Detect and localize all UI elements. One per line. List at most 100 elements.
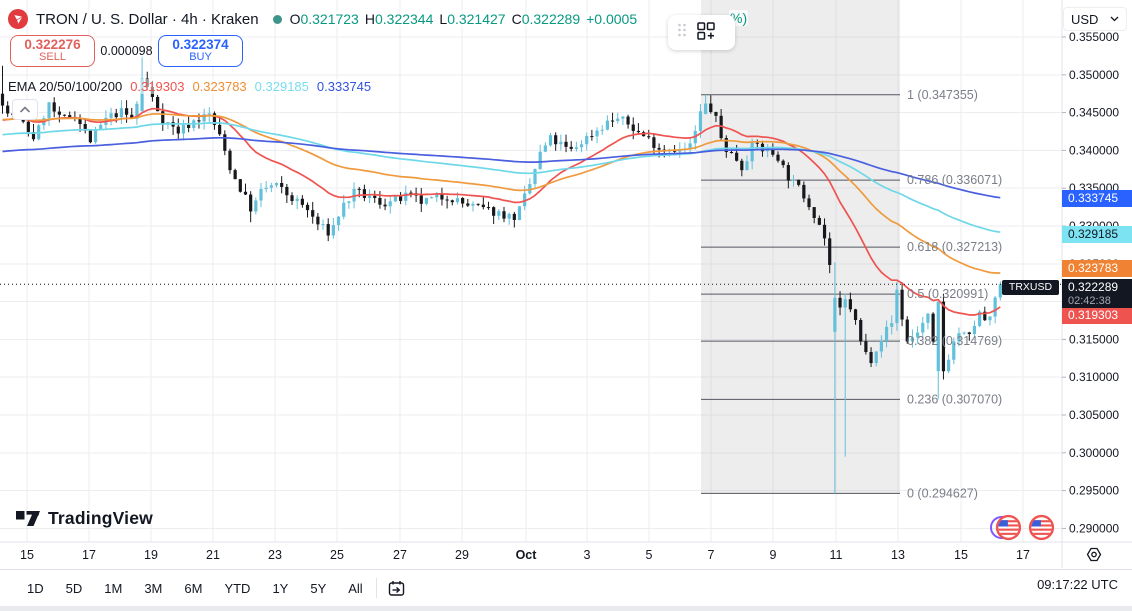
chart-canvas[interactable]: 1 (0.347355) 0.786 (0.336071) 0.618 (0.327… (0, 0, 1132, 568)
date-axis-label[interactable]: Oct (516, 548, 538, 562)
low-label: L (439, 11, 448, 27)
date-axis-label[interactable]: 15 (20, 548, 34, 562)
buy-button[interactable]: 0.322374 BUY (158, 35, 243, 67)
last-price-value: 0.322289 (1068, 280, 1119, 294)
utc-clock[interactable]: 09:17:22 UTC (1037, 577, 1118, 592)
ema50-value: 0.323783 (192, 79, 247, 94)
range-button-6m[interactable]: 6M (184, 580, 203, 596)
economic-event-us-flag-icon[interactable] (1028, 514, 1055, 541)
candle-body (109, 113, 113, 118)
candle-body (280, 182, 284, 187)
candle-body (590, 136, 594, 138)
range-button-ytd[interactable]: YTD (224, 580, 251, 596)
date-axis-label[interactable]: 17 (1016, 548, 1030, 562)
go-to-date-button[interactable] (387, 579, 406, 598)
range-button-1y[interactable]: 1Y (272, 580, 289, 596)
candle-body (398, 196, 403, 201)
date-axis-label[interactable]: 19 (144, 548, 158, 562)
candle-body (367, 195, 372, 198)
date-axis-label[interactable]: 11 (830, 548, 843, 562)
market-status-dot-icon[interactable] (272, 14, 282, 24)
toolbar-divider (375, 578, 377, 598)
range-button-5d[interactable]: 5D (65, 580, 83, 596)
range-button-all[interactable]: All (348, 580, 363, 596)
ema100-line (2, 122, 1001, 234)
candle-body (507, 213, 511, 219)
candle-body (393, 196, 398, 202)
candle-body (533, 169, 537, 185)
candle-body (455, 198, 460, 203)
candle-body (471, 203, 475, 206)
candle-body (269, 185, 273, 188)
candle-body (600, 129, 604, 131)
candle-body (362, 189, 366, 198)
collapse-legend-button[interactable] (12, 99, 38, 120)
candle-body (631, 124, 635, 131)
economic-event-us-flag-icon[interactable] (995, 514, 1022, 541)
price-axis-label[interactable]: 0.315000 (1069, 332, 1119, 346)
candle-body (450, 200, 454, 203)
price-axis-label[interactable]: 0.350000 (1069, 68, 1119, 82)
price-axis-label[interactable]: 0.310000 (1069, 370, 1119, 384)
price-axis-label[interactable]: 0.305000 (1069, 408, 1119, 422)
range-button-5y[interactable]: 5Y (310, 580, 327, 596)
price-axis-label[interactable]: 0.300000 (1069, 446, 1119, 460)
symbol-title[interactable]: TRON / U. S. Dollar · 4h · Kraken (36, 10, 259, 28)
candle-body (285, 186, 289, 196)
date-axis-label[interactable]: 15 (954, 548, 968, 562)
date-axis-label[interactable]: 7 (708, 548, 715, 562)
price-axis-label[interactable]: 0.295000 (1069, 484, 1119, 498)
candle-body (492, 207, 496, 216)
candle-body (497, 211, 501, 216)
date-axis-label[interactable]: 25 (330, 548, 344, 562)
date-axis-label[interactable]: 29 (455, 548, 469, 562)
candle-body (621, 116, 625, 119)
date-axis-label[interactable]: 3 (584, 548, 591, 562)
add-layout-icon[interactable] (693, 18, 723, 47)
candle-body (936, 301, 940, 372)
date-axis-label[interactable]: 9 (770, 548, 777, 562)
price-axis-label[interactable]: 0.290000 (1069, 521, 1119, 535)
date-axis-label[interactable]: 27 (393, 548, 407, 562)
currency-dropdown[interactable]: USD (1063, 7, 1127, 31)
candle-body (807, 198, 811, 208)
candle-body (357, 188, 361, 190)
drag-handle-icon[interactable] (668, 22, 693, 43)
date-axis-label[interactable]: 17 (82, 548, 96, 562)
candle-body (316, 216, 320, 225)
price-axis-label[interactable]: 0.345000 (1069, 106, 1119, 120)
candle-body (750, 142, 754, 162)
range-button-1d[interactable]: 1D (27, 580, 44, 596)
sell-button[interactable]: 0.322276 SELL (10, 35, 95, 67)
price-axis-label[interactable]: 0.355000 (1069, 30, 1119, 44)
tradingview-logo[interactable]: TradingView (16, 508, 153, 529)
date-axis-label[interactable]: 23 (268, 548, 282, 562)
candle-body (833, 297, 837, 332)
candle-body (290, 195, 294, 202)
candle-body (78, 118, 82, 124)
range-button-1m[interactable]: 1M (104, 580, 123, 596)
date-axis-label[interactable]: 5 (646, 548, 653, 562)
price-axis-label[interactable]: 0.340000 (1069, 143, 1119, 157)
candle-body (559, 141, 563, 145)
chevron-up-icon (19, 105, 31, 113)
candle-body (461, 198, 465, 204)
candle-body (305, 204, 310, 211)
indicator-legend[interactable]: EMA 20/50/100/200 0.319303 0.323783 0.32… (8, 79, 372, 94)
scale-settings-gear-icon[interactable] (1086, 547, 1102, 567)
candle-body (595, 130, 599, 137)
date-axis-label[interactable]: 21 (206, 548, 220, 562)
candle-body (331, 225, 335, 236)
candle-body (466, 203, 470, 206)
date-axis-label[interactable]: 13 (891, 548, 905, 562)
candle-body (543, 145, 547, 152)
candle-body (636, 130, 641, 133)
currency-value: USD (1071, 11, 1099, 27)
candle-body (740, 160, 744, 171)
range-button-3m[interactable]: 3M (144, 580, 163, 596)
tron-logo-icon[interactable] (8, 9, 28, 29)
candle-body (905, 319, 909, 342)
candle-body (124, 108, 129, 115)
candle-body (202, 114, 206, 122)
